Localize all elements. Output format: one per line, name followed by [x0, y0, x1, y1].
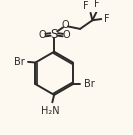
Text: F: F [94, 0, 99, 9]
Text: F: F [103, 14, 109, 24]
Text: O: O [62, 30, 70, 40]
Text: Br: Br [84, 79, 95, 89]
Text: O: O [39, 30, 46, 40]
Text: Br: Br [14, 57, 24, 67]
Text: S: S [51, 28, 58, 41]
Text: F: F [83, 1, 89, 11]
Text: O: O [61, 20, 69, 30]
Text: H₂N: H₂N [41, 106, 60, 116]
